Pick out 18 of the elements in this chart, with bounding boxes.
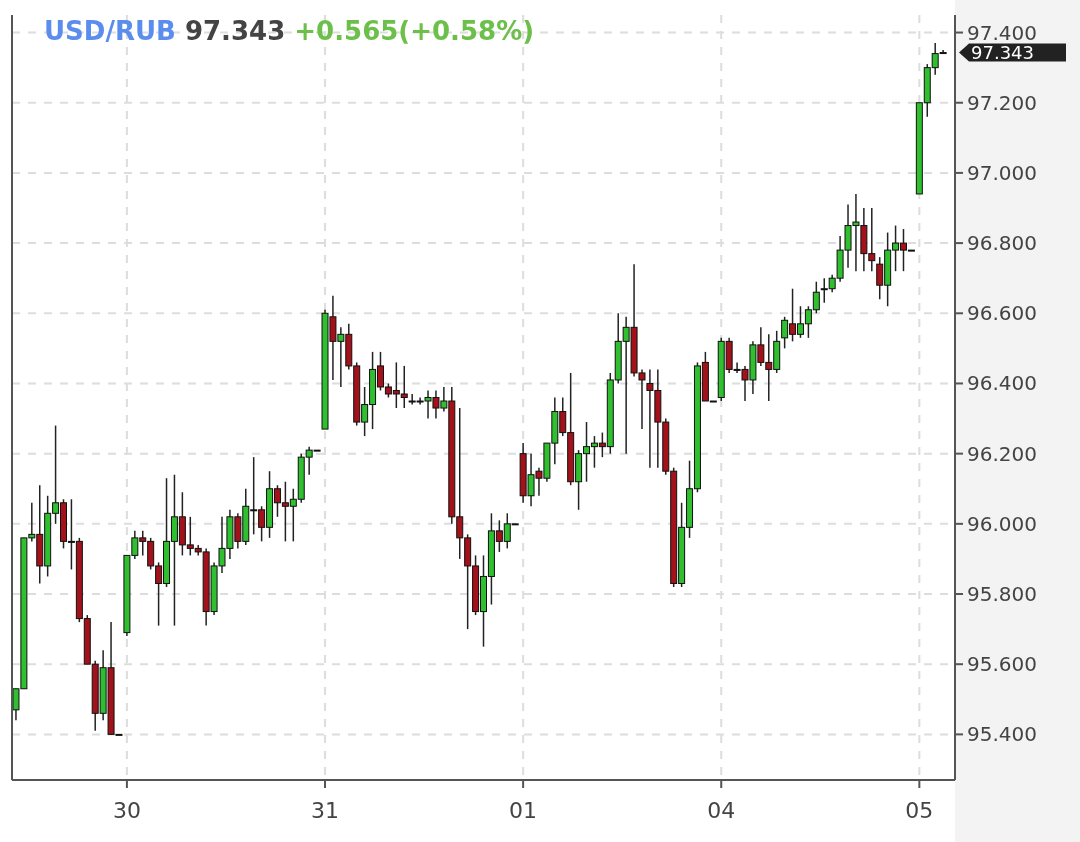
x-tick-label: 04 [707,798,736,823]
y-tick-label: 97.400 [967,20,1037,45]
y-tick-label: 97.000 [967,160,1037,185]
x-tick-label: 31 [311,798,340,823]
chart-title: USD/RUB 97.343 +0.565(+0.58%) [44,16,535,46]
x-tick-label: 30 [112,798,141,823]
y-tick-label: 96.400 [967,371,1037,396]
y-tick-label: 96.000 [967,511,1037,536]
x-tick-label: 01 [509,798,538,823]
y-tick-label: 96.600 [967,301,1037,326]
y-tick-label: 97.200 [967,90,1037,115]
y-tick-label: 95.800 [967,582,1037,607]
text: 97.343 [971,42,1034,64]
y-tick-label: 96.800 [967,231,1037,256]
x-tick-label: 05 [905,798,934,823]
y-tick-label: 95.400 [967,722,1037,747]
y-tick-label: 95.600 [967,652,1037,677]
y-tick-label: 96.200 [967,441,1037,466]
